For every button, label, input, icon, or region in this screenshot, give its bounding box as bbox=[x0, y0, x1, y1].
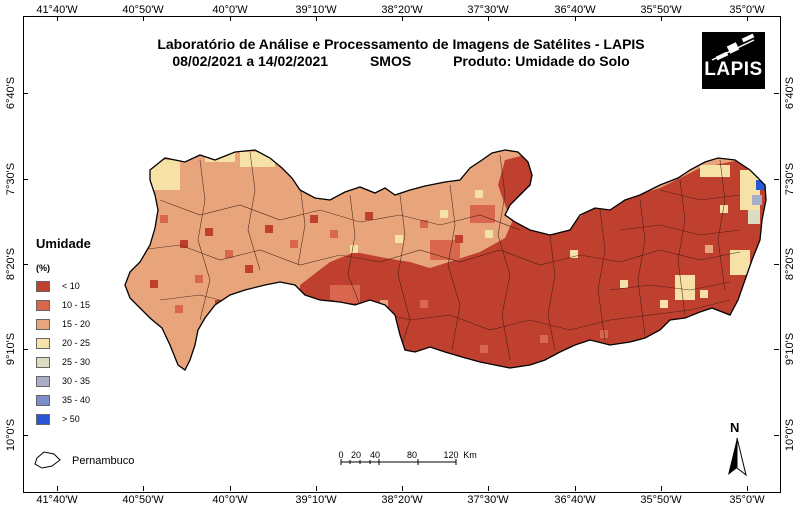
lapis-logo: LAPIS bbox=[702, 32, 765, 89]
longitude-label-bottom: 40°50'W bbox=[122, 494, 164, 506]
longitude-label-top: 39°10'W bbox=[295, 4, 337, 16]
raster-cell bbox=[205, 228, 213, 236]
state-outline-icon bbox=[34, 451, 61, 469]
legend-label: 30 - 35 bbox=[62, 376, 91, 386]
raster-cell bbox=[480, 345, 488, 353]
raster-cell bbox=[180, 240, 188, 248]
raster-cell bbox=[150, 280, 158, 288]
scale-tick-label: 40 bbox=[369, 450, 381, 460]
product-label: Produto: Umidade do Solo bbox=[453, 53, 630, 69]
raster-cell bbox=[420, 220, 428, 228]
raster-cell bbox=[440, 210, 448, 218]
longitude-label-bottom: 41°40'W bbox=[36, 494, 78, 506]
longitude-label-top: 38°20'W bbox=[381, 4, 423, 16]
legend-item: 35 - 40 bbox=[36, 394, 90, 406]
longitude-label-bottom: 37°30'W bbox=[467, 494, 509, 506]
raster-cell bbox=[350, 245, 358, 253]
north-label: N bbox=[730, 420, 740, 435]
legend-label: 15 - 20 bbox=[62, 319, 91, 329]
raster-cell bbox=[485, 230, 493, 238]
raster-cell bbox=[700, 290, 708, 298]
map-subtitle: 08/02/2021 a 14/02/2021 SMOS Produto: Um… bbox=[23, 53, 779, 69]
raster-cell bbox=[540, 335, 548, 343]
logo-text: LAPIS bbox=[704, 59, 763, 80]
legend-swatch bbox=[36, 337, 50, 349]
longitude-label-top: 37°30'W bbox=[467, 4, 509, 16]
raster-cell bbox=[195, 275, 203, 283]
legend-swatch bbox=[36, 318, 50, 330]
legend-label: > 50 bbox=[62, 414, 80, 424]
longitude-label-top: 35°0'W bbox=[729, 4, 765, 16]
longitude-label-top: 40°50'W bbox=[122, 4, 164, 16]
longitude-label-bottom: 38°20'W bbox=[381, 494, 423, 506]
legend-swatch bbox=[36, 394, 50, 406]
raster-cell bbox=[310, 215, 318, 223]
legend-swatch bbox=[36, 413, 50, 425]
longitude-label-top: 41°40'W bbox=[36, 4, 78, 16]
raster-cell bbox=[455, 235, 463, 243]
longitude-label-bottom: 40°0'W bbox=[212, 494, 248, 506]
legend-label: 10 - 15 bbox=[62, 300, 91, 310]
raster-cell bbox=[660, 300, 668, 308]
longitude-label-top: 35°50'W bbox=[640, 4, 682, 16]
legend-item: 20 - 25 bbox=[36, 337, 90, 349]
scale-tick-label: 80 bbox=[406, 450, 418, 460]
legend-item: 10 - 15 bbox=[36, 299, 90, 311]
longitude-label-top: 40°0'W bbox=[212, 4, 248, 16]
sensor-label: SMOS bbox=[369, 53, 412, 69]
legend-item: 15 - 20 bbox=[36, 318, 90, 330]
raster-cell bbox=[705, 245, 713, 253]
longitude-label-top: 36°40'W bbox=[554, 4, 596, 16]
map-title: Laboratório de Análise e Processamento d… bbox=[157, 36, 645, 52]
raster-cell bbox=[620, 280, 628, 288]
raster-cell bbox=[570, 250, 578, 258]
legend-title: Umidade bbox=[36, 236, 91, 251]
raster-cell bbox=[395, 235, 403, 243]
legend-unit: (%) bbox=[36, 263, 50, 273]
legend-swatch bbox=[36, 280, 50, 292]
raster-cell bbox=[175, 305, 183, 313]
raster-cell bbox=[265, 225, 273, 233]
satellite-icon bbox=[711, 33, 755, 61]
scale-tick-label: 20 bbox=[350, 450, 362, 460]
period-label: 08/02/2021 a 14/02/2021 bbox=[172, 53, 329, 69]
raster-cell bbox=[420, 300, 428, 308]
legend-label: 25 - 30 bbox=[62, 357, 91, 367]
longitude-label-bottom: 35°50'W bbox=[640, 494, 682, 506]
legend-label: < 10 bbox=[62, 281, 80, 291]
raster-cell bbox=[160, 215, 168, 223]
north-arrow-icon bbox=[728, 437, 747, 477]
raster-cell bbox=[330, 230, 338, 238]
raster-cell bbox=[245, 265, 253, 273]
legend-label: 20 - 25 bbox=[62, 338, 91, 348]
longitude-label-bottom: 35°0'W bbox=[729, 494, 765, 506]
longitude-label-bottom: 36°40'W bbox=[554, 494, 596, 506]
municipal-borders bbox=[139, 151, 741, 361]
scale-tick-label: 120 bbox=[443, 450, 459, 460]
legend-swatch bbox=[36, 375, 50, 387]
raster-cell bbox=[720, 205, 728, 213]
raster-cell bbox=[290, 240, 298, 248]
scale-bar bbox=[340, 459, 457, 465]
longitude-label-bottom: 39°10'W bbox=[295, 494, 337, 506]
legend-swatch bbox=[36, 299, 50, 311]
legend-item: > 50 bbox=[36, 413, 80, 425]
raster-cell bbox=[410, 270, 418, 278]
legend-swatch bbox=[36, 356, 50, 368]
state-label: Pernambuco bbox=[72, 455, 135, 467]
scale-tick-label: 0 bbox=[338, 450, 344, 460]
scale-unit: Km bbox=[463, 450, 477, 460]
legend-label: 35 - 40 bbox=[62, 395, 91, 405]
legend-item: 25 - 30 bbox=[36, 356, 90, 368]
legend-item: < 10 bbox=[36, 280, 80, 292]
raster-cell bbox=[475, 190, 483, 198]
raster-cell bbox=[365, 212, 373, 220]
legend-item: 30 - 35 bbox=[36, 375, 90, 387]
raster-cell bbox=[225, 250, 233, 258]
